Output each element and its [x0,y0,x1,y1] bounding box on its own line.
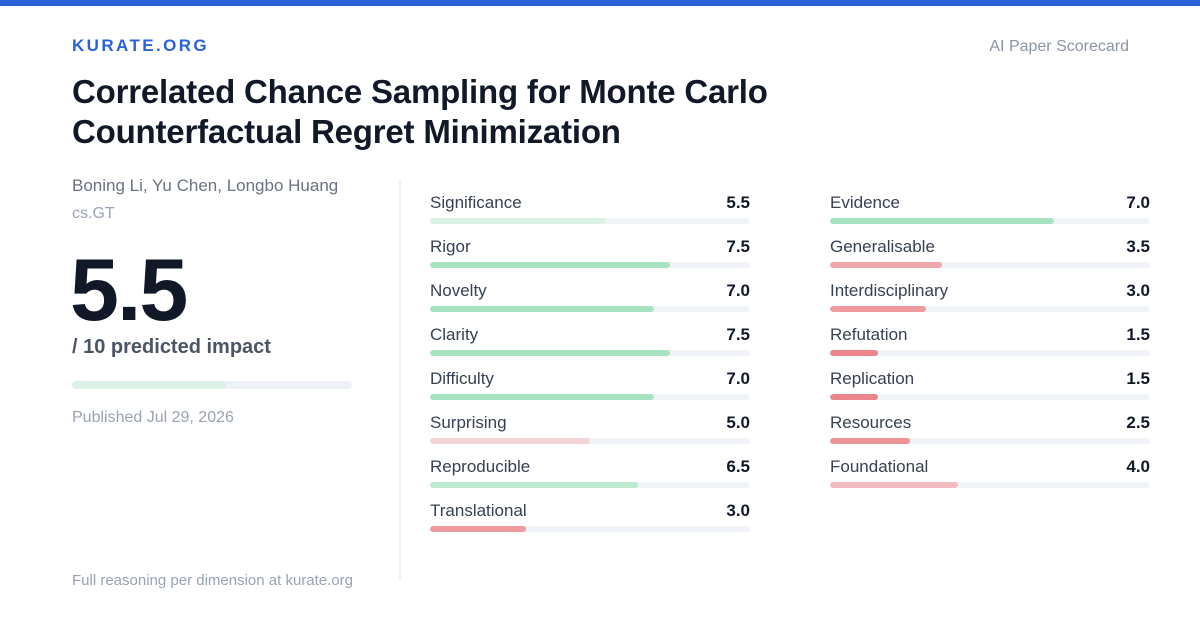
dimension-bar-fill [830,394,878,400]
dimension-label: Interdisciplinary [830,281,949,300]
dimension-bar [430,438,750,444]
dimension-row-significance: Significance 5.5 [430,193,750,237]
dimension-bar-fill [830,218,1054,224]
dimension-value: 7.5 [726,325,750,344]
dimension-value: 7.0 [726,281,750,300]
dimension-bar-fill [430,438,590,444]
dimension-label: Evidence [830,193,900,212]
dimension-label: Generalisable [830,237,935,256]
column-divider [399,180,401,580]
top-accent-bar [0,0,1200,6]
dimension-row-resources: Resources 2.5 [830,413,1150,457]
dimension-row-generalisable: Generalisable 3.5 [830,237,1150,281]
dimension-bar [430,394,750,400]
dimension-bar-fill [430,218,606,224]
dimension-label: Novelty [430,281,487,300]
dimension-value: 3.0 [1126,281,1150,300]
dimension-bar-fill [830,262,942,268]
dimension-label: Significance [430,193,522,212]
dimension-bar [830,350,1150,356]
dimension-label: Clarity [430,325,479,344]
dimension-list-right: Evidence 7.0 Generalisable 3.5 Interdiscipli… [830,193,1150,501]
dimension-label: Difficulty [430,369,494,388]
dimension-bar-fill [830,482,958,488]
dimension-value: 1.5 [1126,325,1150,344]
dimension-bar-fill [830,438,910,444]
dimension-bar-fill [430,482,638,488]
paper-category: cs.GT [72,205,115,222]
dimension-row-reproducible: Reproducible 6.5 [430,457,750,501]
dimension-label: Foundational [830,457,929,476]
dimension-value: 4.0 [1126,457,1150,476]
score-caption: / 10 predicted impact [72,336,271,358]
overall-score-bar [72,381,352,389]
dimension-value: 5.0 [726,413,750,432]
dimension-bar [830,306,1150,312]
dimension-label: Replication [830,369,915,388]
dimension-bar-fill [430,526,526,532]
dimension-label: Translational [430,501,527,520]
dimension-row-foundational: Foundational 4.0 [830,457,1150,501]
dimension-bar-fill [430,262,670,268]
dimension-value: 6.5 [726,457,750,476]
dimension-row-evidence: Evidence 7.0 [830,193,1150,237]
dimension-row-difficulty: Difficulty 7.0 [430,369,750,413]
dimension-bar [830,394,1150,400]
dimension-bar [430,262,750,268]
dimension-bar [830,218,1150,224]
dimension-value: 7.0 [726,369,750,388]
dimension-row-novelty: Novelty 7.0 [430,281,750,325]
overall-score: 5.5 [70,240,188,339]
dimension-bar-fill [830,306,926,312]
dimension-bar [430,350,750,356]
dimension-row-translational: Translational 3.0 [430,501,750,545]
dimension-bar [430,482,750,488]
dimension-value: 3.0 [726,501,750,520]
footer-note: Full reasoning per dimension at kurate.o… [72,572,353,589]
dimension-row-interdisciplinary: Interdisciplinary 3.0 [830,281,1150,325]
brand-logo[interactable]: KURATE.ORG [72,36,210,55]
dimension-list-left: Significance 5.5 Rigor 7.5 Novelty 7.0 Clarity… [430,193,750,545]
dimension-row-refutation: Refutation 1.5 [830,325,1150,369]
dimension-label: Resources [830,413,912,432]
dimension-label: Refutation [830,325,908,344]
dimension-row-surprising: Surprising 5.0 [430,413,750,457]
dimension-label: Surprising [430,413,507,432]
dimension-label: Reproducible [430,457,531,476]
dimension-value: 7.5 [726,237,750,256]
dimension-bar-fill [830,350,878,356]
dimension-bar [430,526,750,532]
dimension-label: Rigor [430,237,471,256]
dimension-value: 1.5 [1126,369,1150,388]
paper-authors: Boning Li, Yu Chen, Longbo Huang [72,176,339,195]
dimension-row-replication: Replication 1.5 [830,369,1150,413]
paper-title: Correlated Chance Sampling for Monte Car… [72,73,768,150]
dimension-row-rigor: Rigor 7.5 [430,237,750,281]
dimension-bar [430,218,750,224]
dimension-value: 7.0 [1126,193,1150,212]
dimension-bar-fill [430,350,670,356]
dimension-value: 2.5 [1126,413,1150,432]
dimension-bar-fill [430,394,654,400]
published-date: Published Jul 29, 2026 [72,409,234,426]
dimension-bar [830,262,1150,268]
dimension-bar [830,438,1150,444]
dimension-bar [430,306,750,312]
tagline: AI Paper Scorecard [989,38,1129,55]
dimension-value: 3.5 [1126,237,1150,256]
dimension-bar-fill [430,306,654,312]
dimension-bar [830,482,1150,488]
overall-score-bar-fill [72,381,226,389]
dimension-value: 5.5 [726,193,750,212]
dimension-row-clarity: Clarity 7.5 [430,325,750,369]
